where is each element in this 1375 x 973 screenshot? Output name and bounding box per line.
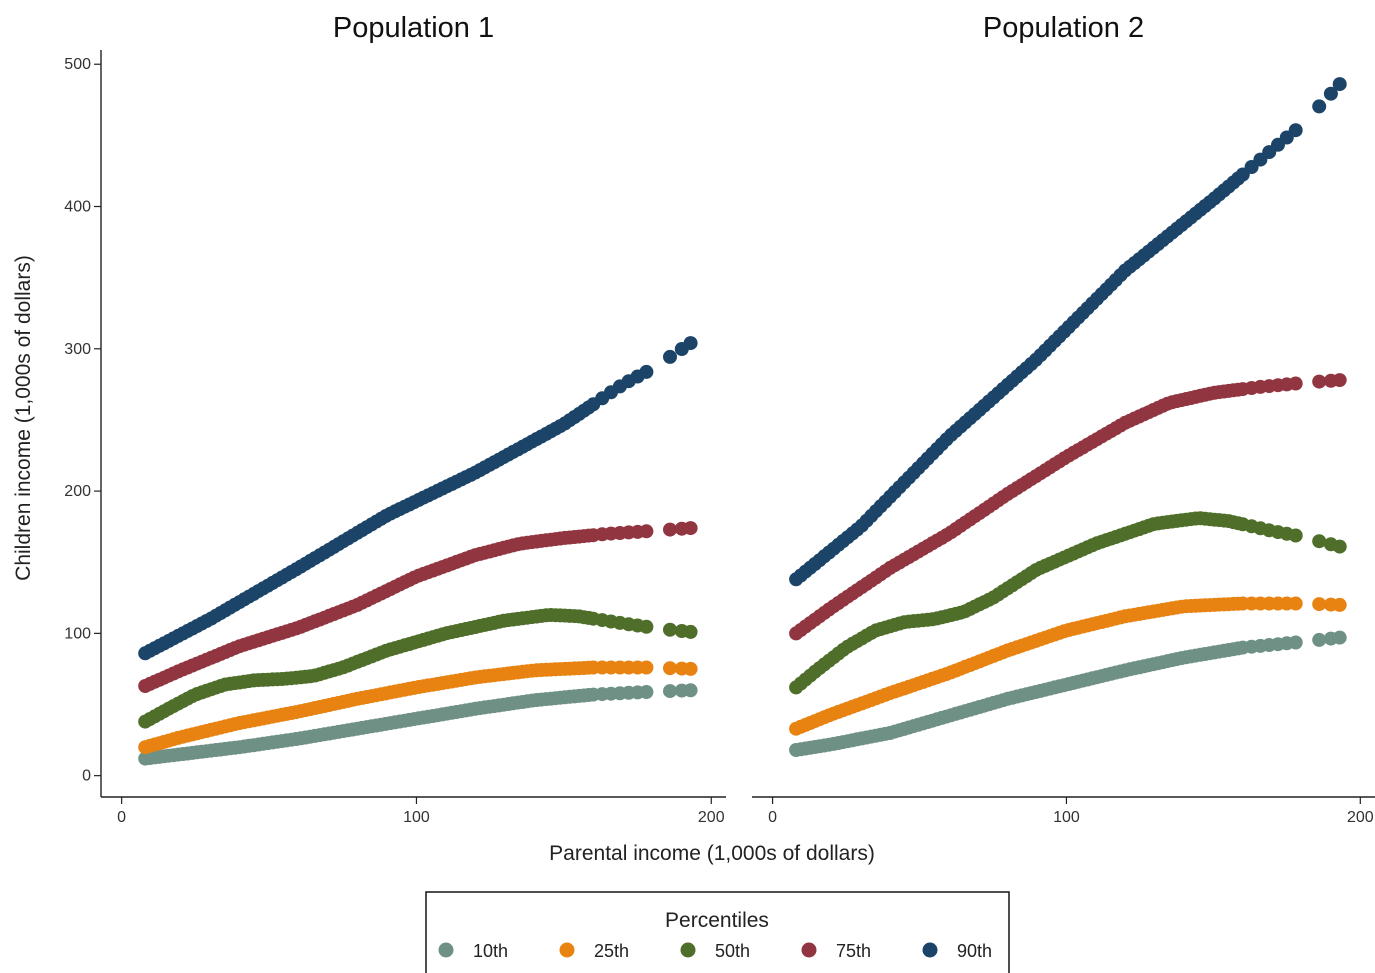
y-tick-label: 200 — [64, 483, 91, 500]
legend-marker — [559, 942, 575, 958]
data-point — [1332, 630, 1347, 645]
data-point — [1288, 596, 1303, 611]
legend-item-90th: 90th — [922, 941, 992, 961]
y-tick-label: 400 — [64, 199, 91, 216]
legend-item-75th: 75th — [801, 941, 871, 961]
series-25th — [138, 660, 698, 755]
series-10th — [789, 630, 1347, 757]
data-point — [639, 685, 654, 699]
legend-box — [425, 891, 1010, 973]
data-point — [639, 524, 654, 539]
data-point — [1332, 597, 1347, 612]
legend-label: 90th — [957, 941, 992, 961]
legend-label: 75th — [836, 941, 871, 961]
y-tick-label: 100 — [64, 625, 91, 642]
data-point — [1288, 635, 1303, 650]
x-tick-label: 200 — [1347, 809, 1374, 826]
series-50th — [789, 511, 1347, 695]
data-point — [639, 619, 654, 634]
x-tick-label: 100 — [403, 809, 430, 826]
data-point — [1288, 376, 1303, 391]
data-point — [683, 661, 698, 676]
x-tick-label: 200 — [698, 809, 725, 826]
data-point — [1312, 534, 1327, 549]
panel-title: Population 1 — [333, 12, 494, 44]
x-axis-title: Parental income (1,000s of dollars) — [549, 842, 875, 865]
legend-marker — [680, 942, 696, 958]
y-tick-label: 0 — [82, 768, 91, 785]
legend-label: 25th — [594, 941, 629, 961]
data-point — [1323, 86, 1338, 101]
data-point — [1288, 528, 1303, 543]
y-axis-title: Children income (1,000s of dollars) — [12, 255, 35, 581]
legend-marker — [922, 942, 938, 958]
legend-label: 10th — [473, 941, 508, 961]
panel-2: Population 2 0 100 200 — [752, 12, 1375, 826]
data-point — [639, 364, 654, 379]
data-point — [1312, 597, 1327, 612]
x-tick-label: 0 — [768, 809, 777, 826]
series-90th — [138, 336, 698, 661]
legend-item-10th: 10th — [438, 941, 508, 961]
data-point — [683, 624, 698, 639]
series-90th — [789, 77, 1347, 587]
series-50th — [138, 608, 698, 729]
data-point — [1332, 539, 1347, 554]
series-25th — [789, 596, 1347, 736]
x-tick-label: 0 — [117, 809, 126, 826]
data-point — [1332, 77, 1347, 92]
panel-title: Population 2 — [983, 12, 1144, 44]
data-point — [1332, 373, 1347, 388]
y-tick-label: 500 — [64, 56, 91, 73]
series-75th — [138, 521, 698, 693]
data-point — [1312, 632, 1327, 647]
data-point — [663, 522, 677, 537]
legend-marker — [801, 942, 817, 958]
legend-item-50th: 50th — [680, 941, 750, 961]
data-point — [1312, 374, 1327, 389]
data-point — [683, 336, 698, 351]
panel-1: Population 1 0 100 200 0 100 200 300 400 500 — [64, 12, 726, 826]
data-point — [1312, 99, 1327, 114]
data-point — [683, 683, 698, 698]
data-point — [663, 622, 677, 637]
x-tick-label: 100 — [1053, 809, 1080, 826]
legend-item-25th: 25th — [559, 941, 629, 961]
data-point — [639, 660, 654, 675]
data-point — [663, 349, 677, 364]
data-point — [663, 684, 677, 699]
panels-layer: Population 10 100 2000100200300400500Popul… — [64, 12, 1375, 826]
y-tick-label: 300 — [64, 341, 91, 358]
series-75th — [789, 373, 1347, 641]
data-point — [683, 521, 698, 536]
legend: Percentiles 10th 25th 50th 75th 90th — [425, 891, 1010, 973]
legend-label: 50th — [715, 941, 750, 961]
legend-items: 10th 25th 50th 75th 90th — [438, 941, 992, 961]
data-point — [663, 661, 677, 676]
data-point — [1288, 123, 1303, 138]
legend-title: Percentiles — [665, 909, 769, 932]
series-10th — [138, 683, 698, 766]
legend-marker — [438, 942, 454, 958]
